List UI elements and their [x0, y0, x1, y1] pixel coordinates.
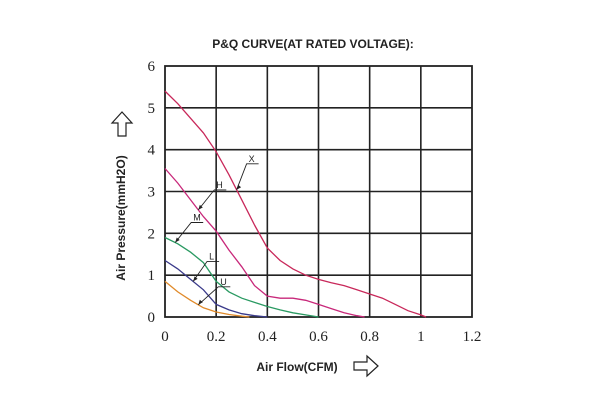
right-arrow-icon: [353, 354, 379, 378]
chart-title: P&Q CURVE(AT RATED VOLTAGE):: [212, 37, 414, 51]
series-label-u: U: [220, 277, 227, 287]
x-tick-label: 1.2: [463, 329, 482, 345]
y-tick-label: 3: [148, 185, 156, 201]
series-line-m: [164, 236, 319, 318]
series-line-x: [164, 90, 427, 318]
leader-arrowhead: [175, 237, 180, 243]
y-axis-label: Air Pressure(mmH2O): [114, 155, 128, 280]
y-tick-label: 2: [148, 226, 156, 242]
y-tick-label: 5: [148, 101, 156, 117]
series-labels: X H M L U: [174, 154, 259, 306]
leader-arrowhead: [193, 276, 198, 282]
y-tick-label: 0: [148, 310, 156, 326]
x-tick-label: 0.8: [360, 329, 379, 345]
series-line-l: [164, 259, 268, 318]
series-leader-line: [174, 222, 204, 243]
x-tick-label: 0.4: [258, 329, 277, 345]
y-axis-label-group: Air Pressure(mmH2O): [110, 111, 134, 281]
series-leader-line: [197, 189, 227, 211]
series-label-h: H: [216, 180, 223, 190]
series-label-x: X: [249, 154, 255, 164]
y-tick-label: 4: [148, 143, 156, 159]
leader-arrowhead: [198, 299, 203, 305]
series-label-m: M: [193, 213, 201, 223]
x-tick-label: 0.6: [309, 329, 328, 345]
series-leader-line: [192, 260, 220, 282]
leader-arrowhead: [198, 204, 203, 210]
x-tick-label: 0: [161, 329, 169, 345]
y-tick-label: 1: [148, 268, 156, 284]
y-tick-label: 6: [148, 59, 156, 75]
series-leader-line: [197, 286, 231, 306]
series-line-h: [164, 168, 365, 318]
leader-arrowhead: [236, 184, 242, 190]
x-tick-label: 0.2: [207, 329, 226, 345]
series-lines: [164, 90, 427, 318]
series-line-u: [164, 280, 250, 318]
x-axis-label-group: Air Flow(CFM): [256, 354, 379, 378]
series-label-l: L: [209, 251, 214, 261]
x-tick-label: 1: [417, 329, 425, 345]
up-arrow-icon: [110, 111, 134, 137]
series-leader-line: [236, 163, 259, 190]
x-axis-label: Air Flow(CFM): [256, 360, 337, 374]
tick-labels: 0 0.2 0.4 0.6 0.8 1 1.2 0 1 2 3 4 5 6: [148, 59, 482, 345]
